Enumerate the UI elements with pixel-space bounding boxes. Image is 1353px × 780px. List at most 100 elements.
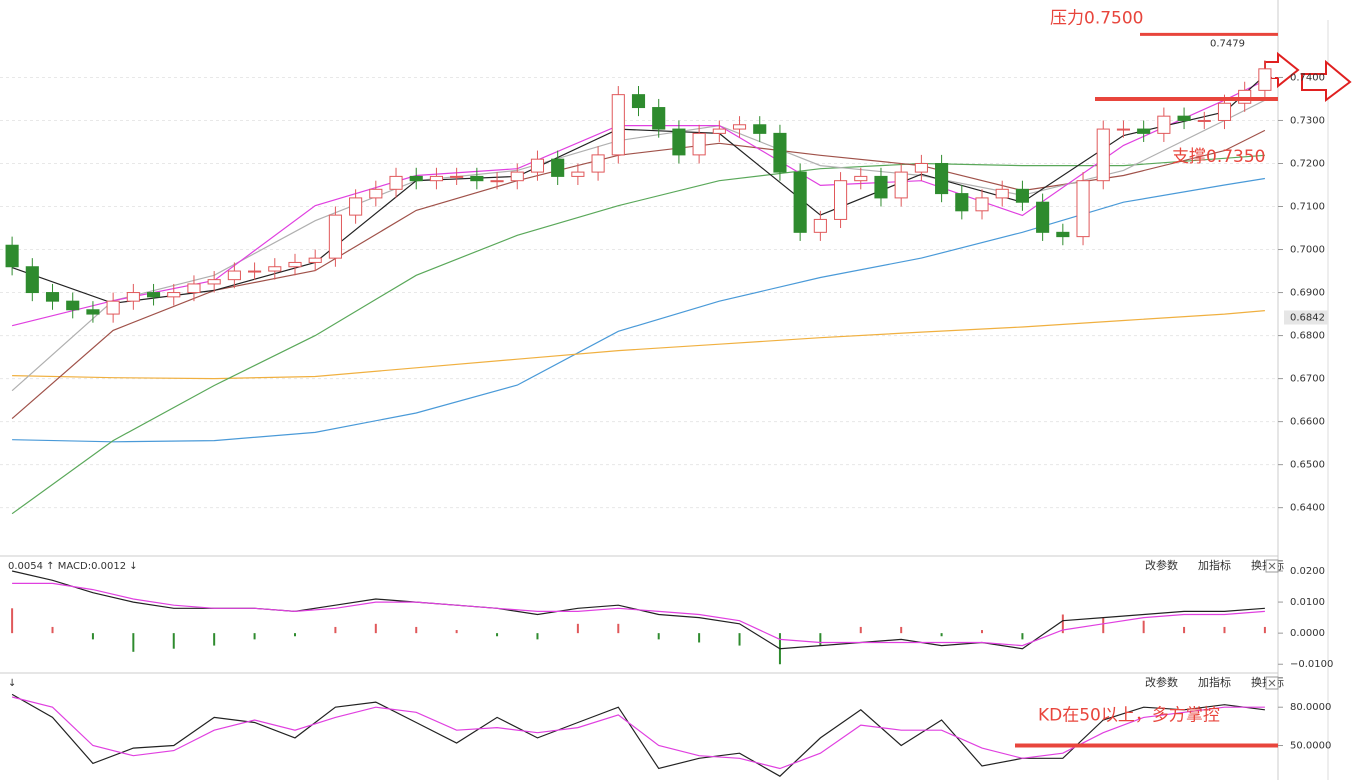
candle-body — [894, 171, 908, 199]
candle-body — [652, 107, 666, 130]
candle-body — [66, 300, 80, 311]
y-tick-label: 0.0100 — [1290, 597, 1325, 608]
y-tick-label: 0.6600 — [1290, 417, 1325, 428]
close-icon — [1268, 562, 1276, 570]
candle-body — [1036, 201, 1050, 233]
annotation: 支撑0.7350 — [1172, 147, 1265, 167]
candle-body — [106, 300, 120, 315]
indicator-button[interactable]: 加指标 — [1198, 558, 1231, 572]
candle-body — [268, 266, 282, 272]
candle-body — [813, 218, 827, 233]
candle-body — [1217, 102, 1232, 121]
candle-body — [874, 175, 888, 199]
candle-body — [1056, 231, 1070, 238]
candle-body — [530, 158, 545, 173]
y-tick-label: 50.0000 — [1290, 741, 1331, 752]
candle-body — [490, 180, 504, 183]
candle-body — [126, 292, 140, 302]
indicator-button[interactable]: 改参数 — [1145, 558, 1178, 572]
candle-body — [1238, 89, 1252, 104]
candle-body — [753, 124, 767, 134]
y-tick-label: 0.7000 — [1290, 245, 1325, 256]
candle-body — [793, 171, 807, 233]
candle-body — [429, 175, 443, 182]
candle-body — [1137, 128, 1151, 134]
indicator-line — [11, 696, 1265, 770]
candle-body — [25, 266, 39, 294]
indicator-line — [12, 582, 1265, 647]
candle-body — [207, 279, 221, 285]
y-tick-label: 0.7300 — [1290, 115, 1325, 126]
candle-body — [1197, 119, 1211, 122]
y-tick-label: 0.6500 — [1290, 460, 1325, 471]
y-tick-label: 0.0200 — [1290, 566, 1325, 577]
indicator-button[interactable]: 改参数 — [1145, 675, 1178, 689]
y-tick-label: 0.6900 — [1290, 288, 1325, 299]
indicator-line — [11, 129, 1266, 420]
candle-body — [146, 292, 161, 298]
indicator-header: ↓ — [8, 678, 16, 689]
candle-body — [834, 180, 848, 220]
candle-body — [732, 124, 747, 130]
candle-body — [672, 128, 686, 156]
indicator-line — [11, 693, 1265, 777]
candle-body — [591, 154, 605, 173]
candle-body — [914, 162, 928, 173]
candle-body — [1258, 68, 1272, 91]
y-tick-label: 0.0000 — [1290, 628, 1325, 639]
candle-body — [86, 309, 100, 315]
arrow-icon — [1301, 59, 1352, 102]
y-tick-label: 0.6400 — [1290, 503, 1325, 514]
candle-body — [1157, 115, 1171, 134]
candle-body — [955, 193, 969, 212]
y-tick-label: 0.6700 — [1290, 374, 1325, 385]
annotation: 压力0.7500 — [1050, 8, 1143, 28]
candle-body — [248, 270, 262, 273]
candle-body — [631, 94, 646, 109]
candle-body — [773, 132, 787, 173]
candle-body — [328, 214, 342, 259]
candle-body — [450, 175, 464, 178]
annotation: KD在50以上，多方掌控 — [1038, 706, 1220, 726]
candle-body — [1096, 128, 1110, 182]
y-tick-label: −0.0100 — [1290, 659, 1333, 670]
candle-body — [288, 261, 302, 268]
candle-body — [854, 175, 868, 182]
y-tick-label: 0.7200 — [1290, 158, 1325, 169]
indicator-header: 0.0054 ↑ MACD:0.0012 ↓ — [8, 561, 138, 572]
candle-body — [975, 197, 989, 212]
candle-body — [409, 175, 423, 182]
candle-body — [389, 175, 403, 190]
candle-body — [308, 257, 322, 263]
candle-body — [692, 132, 706, 156]
candle-body — [349, 197, 363, 216]
last-price-label: 0.7479 — [1210, 38, 1245, 49]
candle-body — [995, 188, 1009, 199]
candle-body — [45, 292, 60, 302]
candle-body — [227, 270, 241, 281]
indicator-line — [11, 99, 1266, 392]
candle-body — [5, 244, 19, 268]
candle-body — [571, 171, 585, 177]
y-tick-label: 80.0000 — [1290, 702, 1331, 713]
candle-body — [1015, 188, 1029, 203]
candle-body — [935, 162, 949, 195]
y-tick-label: 0.6800 — [1290, 331, 1325, 342]
y-tick-label: 0.7100 — [1290, 202, 1325, 213]
candle-body — [167, 292, 181, 298]
candle-body — [510, 171, 524, 182]
candle-body — [1116, 128, 1131, 131]
close-icon — [1268, 679, 1276, 687]
indicator-button[interactable]: 加指标 — [1198, 675, 1231, 689]
candle-body — [1177, 115, 1191, 121]
candle-body — [187, 283, 201, 294]
price-tag — [1284, 310, 1328, 325]
candle-body — [1076, 180, 1090, 238]
candle-body — [551, 158, 565, 177]
price-tag-label: 0.6842 — [1290, 313, 1325, 324]
indicator-line — [12, 310, 1265, 380]
candle-body — [611, 94, 625, 156]
y-tick-label: 0.7400 — [1290, 72, 1325, 83]
candle-body — [369, 188, 383, 199]
